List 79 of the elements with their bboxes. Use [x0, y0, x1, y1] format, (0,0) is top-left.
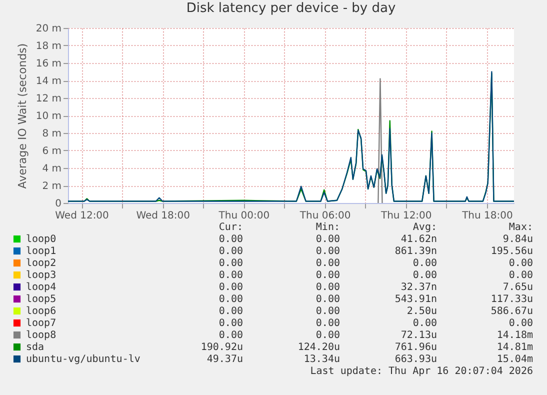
y-axis-title: Average IO Wait (seconds)	[16, 43, 29, 189]
text: 0.00	[316, 306, 340, 317]
legend-label: loop8	[26, 330, 56, 341]
text: Avg:	[412, 222, 437, 233]
text: 0.00	[316, 294, 340, 305]
text: 190.92u	[200, 342, 243, 353]
text: Max:	[508, 222, 533, 233]
y-tick-label: 4 m	[42, 164, 62, 174]
legend-label: loop6	[26, 306, 56, 317]
text: 0.00	[218, 246, 243, 257]
y-tick-label: 18 m	[36, 41, 62, 52]
text: 124.20u	[298, 342, 340, 353]
x-tick-label: Thu 12:00	[380, 210, 432, 222]
text: 0.00	[316, 282, 340, 293]
y-tick-label: 8 m	[42, 128, 62, 140]
text: Last update: Thu Apr 16 20:07:04 2026	[310, 366, 533, 377]
text: 32.37n	[400, 282, 437, 293]
y-tick-label: 2 m	[42, 181, 62, 192]
chart-title: Disk latency per device - by day	[186, 1, 396, 16]
text: 586.67u	[490, 306, 533, 317]
legend-label: sda	[26, 342, 44, 353]
x-tick-label: Thu 06:00	[298, 210, 351, 222]
y-tick-label: 20 m	[36, 24, 62, 34]
text: 0.00	[218, 330, 243, 341]
y-tick-label: 0	[55, 198, 62, 210]
text: 2.50u	[406, 306, 437, 317]
text: 0.00	[316, 330, 340, 341]
y-tick-label: 14 m	[36, 76, 62, 87]
legend-label: loop5	[26, 294, 56, 305]
text: Cur:	[218, 222, 243, 233]
x-tick-label: Wed 12:00	[55, 210, 109, 222]
text: 0.00	[316, 270, 340, 281]
legend-label: ubuntu-vg/ubuntu-lv	[26, 354, 140, 365]
text: 0.00	[508, 258, 533, 269]
text: 0.00	[412, 258, 437, 269]
text: 49.37u	[206, 354, 243, 365]
y-tick-label: 10 m	[36, 111, 62, 122]
y-tick-label: 16 m	[36, 58, 62, 70]
text: 0.00	[316, 318, 340, 329]
text: 0.00	[218, 318, 243, 329]
text: 14.81m	[496, 342, 533, 353]
x-tick-label: Thu 00:00	[218, 210, 270, 222]
text: 14.18m	[496, 330, 533, 341]
y-tick-label: 12 m	[36, 94, 62, 104]
legend-label: loop4	[26, 282, 56, 293]
text: 0.00	[316, 246, 340, 257]
legend-label: loop1	[26, 246, 56, 257]
text: 663.93u	[394, 354, 437, 365]
text: 0.00	[412, 270, 437, 281]
x-tick-label: Thu 18:00	[461, 210, 513, 222]
text: 761.96u	[394, 342, 437, 353]
text: 0.00	[218, 270, 243, 281]
text: 0.00	[218, 258, 243, 269]
text: 0.00	[316, 258, 340, 269]
text: 0.00	[218, 234, 243, 245]
text: 861.39n	[394, 246, 437, 257]
legend-label: loop7	[26, 318, 56, 329]
legend-label: loop0	[26, 234, 56, 245]
x-tick-label: Wed 18:00	[136, 210, 190, 222]
legend-label: loop2	[26, 258, 56, 269]
text: Min:	[316, 222, 340, 233]
legend-label: loop3	[26, 270, 56, 281]
text: 41.62n	[400, 234, 437, 245]
text: 7.65u	[502, 282, 533, 293]
text: 0.00	[316, 234, 340, 245]
text: 0.00	[412, 318, 437, 329]
text: 9.84u	[502, 234, 533, 245]
text: 0.00	[218, 306, 243, 317]
text: 0.00	[508, 318, 533, 329]
y-tick-label: 6 m	[42, 146, 62, 157]
text: 0.00	[218, 282, 243, 293]
text: 0.00	[218, 294, 243, 305]
text: 72.13u	[400, 330, 437, 341]
text: 543.91n	[394, 294, 437, 305]
text: 0.00	[508, 270, 533, 281]
text: 15.04m	[496, 354, 533, 365]
text: 13.34u	[304, 354, 340, 365]
text: 117.33u	[490, 294, 533, 305]
text: 195.56u	[490, 246, 533, 257]
